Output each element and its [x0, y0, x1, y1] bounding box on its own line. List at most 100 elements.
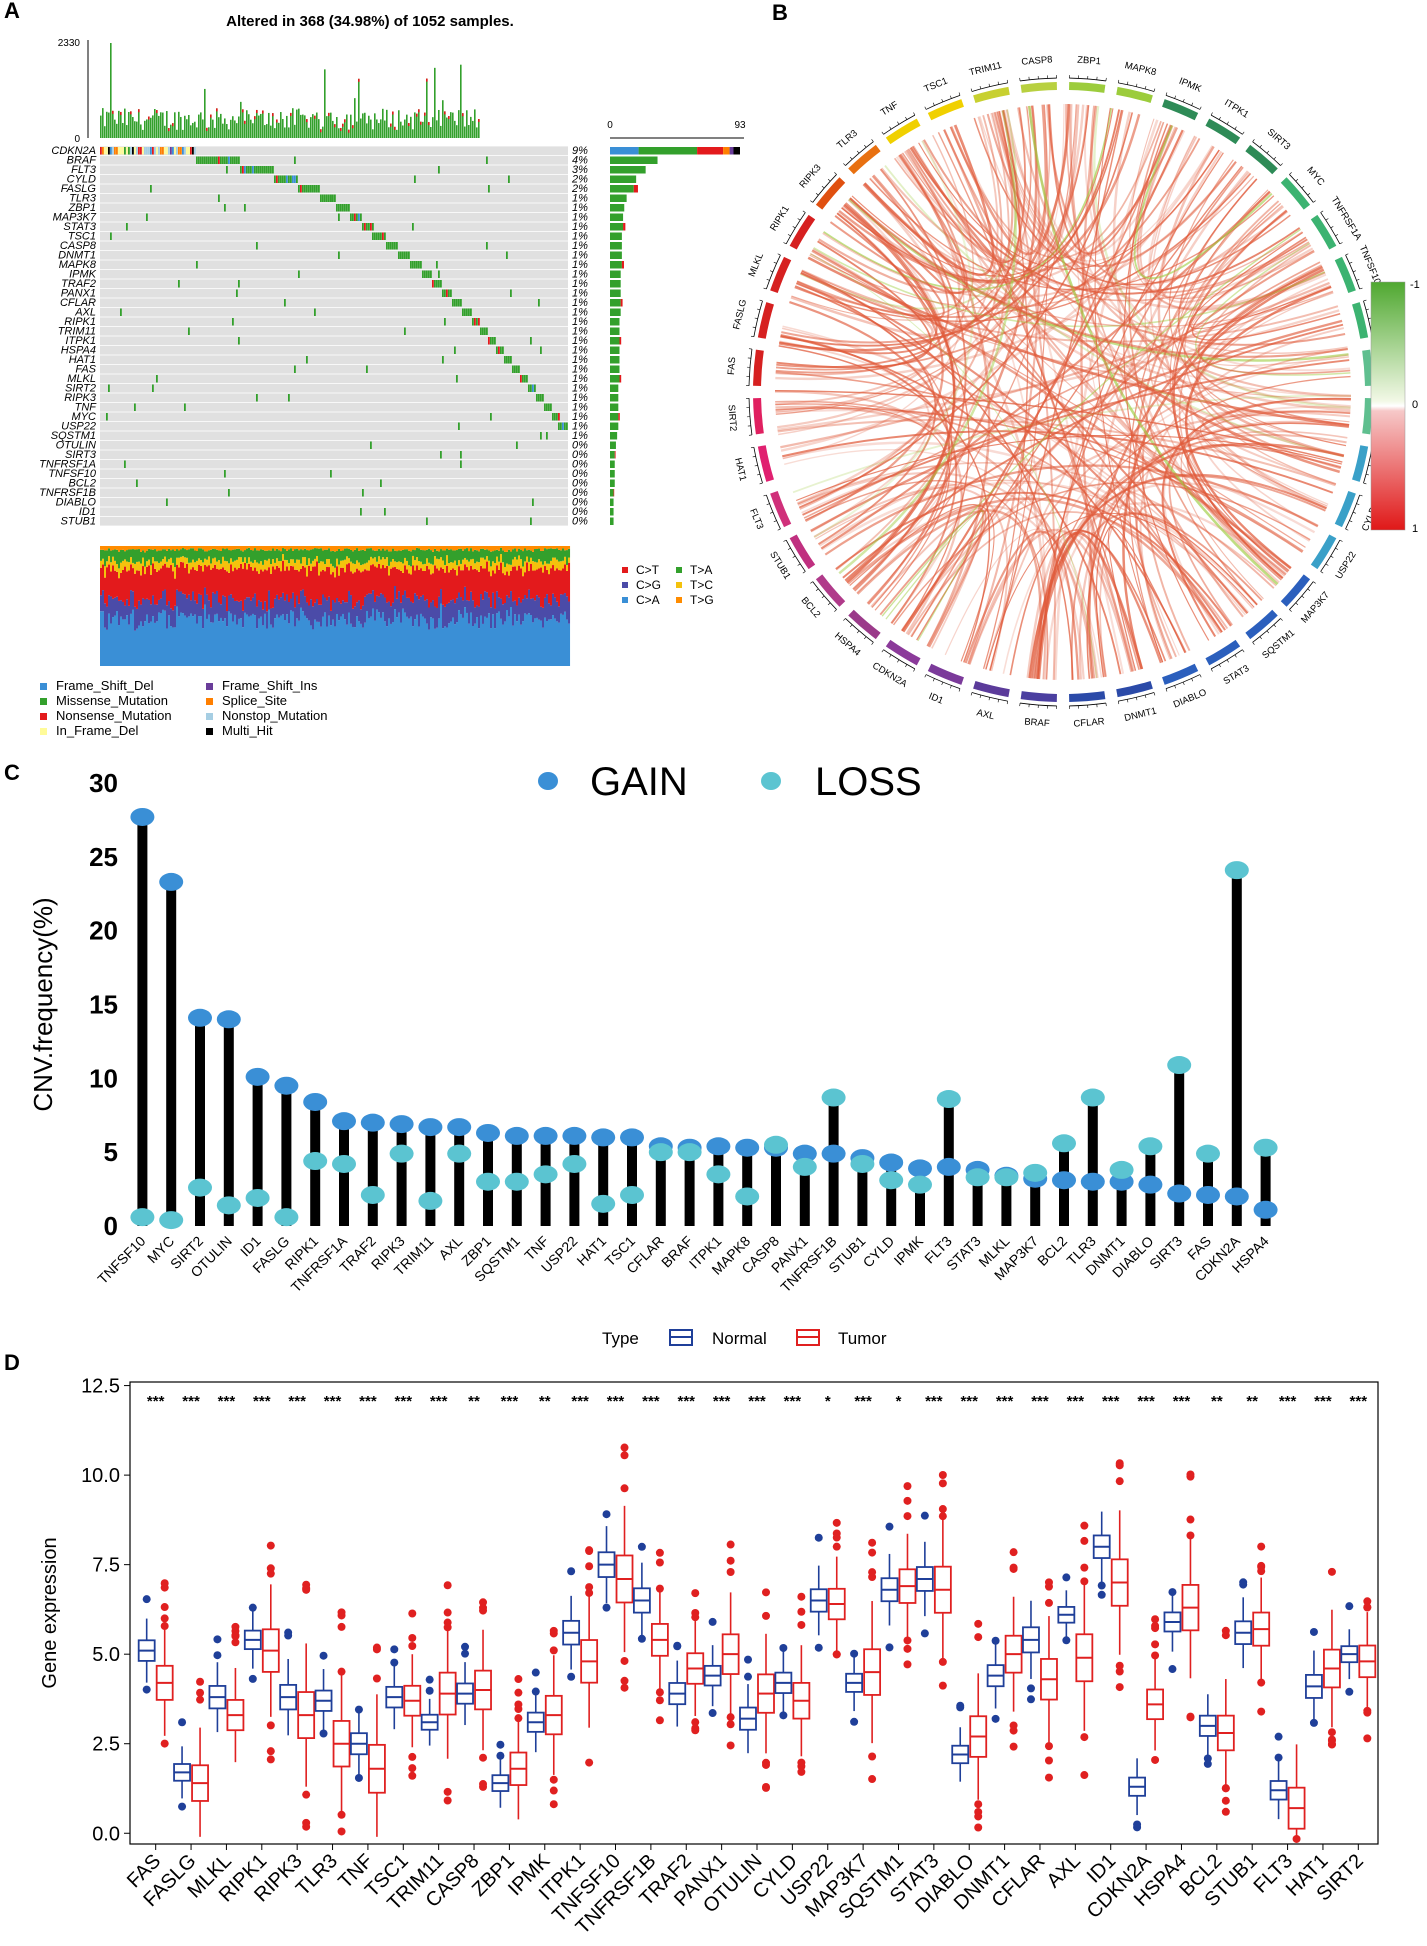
titv-bar-segment — [404, 590, 407, 613]
titv-bar-segment — [180, 546, 183, 550]
gene-label-tsc1: TSC1 — [68, 231, 96, 243]
titv-bar-segment — [118, 578, 121, 601]
tmb-bar — [468, 125, 470, 138]
titv-bar-segment — [212, 558, 215, 569]
titv-bar-segment — [124, 619, 127, 666]
mutation-cell — [388, 242, 390, 250]
titv-bar-segment — [298, 546, 301, 551]
normal-outlier — [602, 1603, 611, 1612]
titv-bar-segment — [462, 550, 465, 560]
chord-tick — [889, 654, 892, 658]
tmb-bar-top — [216, 108, 218, 112]
titv-bar-segment — [358, 562, 361, 571]
cnv-loss-point — [936, 1090, 961, 1109]
chord-tick — [864, 144, 867, 148]
mutation-cell — [384, 232, 386, 240]
titv-bar-segment — [270, 608, 273, 625]
titv-bar-segment — [320, 626, 323, 666]
mutation-cell — [282, 175, 284, 183]
normal-outlier — [461, 1642, 470, 1651]
titv-bar-segment — [564, 611, 567, 666]
titv-bar-segment — [232, 561, 235, 572]
variant-legend-label: Frame_Shift_Ins — [222, 678, 318, 693]
gene-label-flt3: FLT3 — [71, 164, 97, 176]
mutation-cell — [228, 156, 230, 164]
titv-bar-segment — [306, 618, 309, 666]
titv-bar-segment — [234, 549, 237, 561]
titv-bar-segment — [486, 592, 489, 618]
titv-bar-segment — [340, 546, 343, 552]
chord-tick — [897, 659, 900, 663]
mutation-cell — [238, 156, 240, 164]
titv-bar-segment — [568, 623, 571, 666]
mutation-cell — [510, 289, 512, 297]
titv-bar-segment — [458, 592, 461, 611]
titv-bar-segment — [310, 563, 313, 571]
chord-link — [838, 110, 1017, 575]
titv-bar-segment — [564, 593, 567, 612]
titv-bar-segment — [176, 606, 179, 666]
chord-tick — [1359, 494, 1363, 497]
titv-bar-segment — [482, 546, 485, 549]
tmb-bar — [386, 109, 388, 138]
titv-bar-segment — [294, 549, 297, 563]
titv-bar-segment — [226, 548, 229, 562]
chord-tick — [1345, 528, 1349, 531]
titv-bar-segment — [536, 562, 539, 570]
titv-bar-segment — [376, 567, 379, 596]
titv-bar-segment — [178, 557, 181, 568]
tmb-bar — [454, 120, 456, 138]
mutation-cell — [488, 185, 490, 193]
cnv-gain-point — [1196, 1185, 1220, 1204]
oncoplot-panel: Altered in 368 (34.98%) of 1052 samples.… — [39, 13, 746, 738]
titv-bar-segment — [142, 598, 145, 627]
tumor-outlier — [514, 1714, 523, 1723]
chord-link — [869, 177, 1351, 398]
titv-bar-segment — [252, 597, 255, 614]
chord-gene-label-flt3: FLT3 — [747, 507, 765, 531]
titv-bar-segment — [160, 613, 163, 666]
titv-bar-segment — [388, 565, 391, 576]
titv-bar-segment — [482, 568, 485, 600]
mutation-cell — [446, 289, 448, 297]
titv-bar-segment — [184, 567, 187, 595]
titv-bar-segment — [356, 602, 359, 617]
mutation-cell — [224, 204, 226, 212]
mutation-cell — [174, 147, 176, 155]
boxplot-frame — [129, 1381, 1379, 1845]
chord-segment — [1280, 574, 1311, 607]
titv-bar-segment — [426, 549, 429, 559]
chord-tick — [849, 156, 853, 160]
titv-bar-segment — [140, 551, 143, 564]
titv-bar-segment — [394, 609, 397, 666]
titv-bar-segment — [170, 565, 173, 609]
titv-bar-segment — [192, 548, 195, 560]
chord-tick — [843, 163, 846, 166]
titv-bar-segment — [102, 549, 105, 559]
tmb-bar — [302, 114, 304, 138]
mutation-cell — [462, 308, 464, 316]
titv-bar-segment — [414, 619, 417, 666]
tumor-outlier — [762, 1611, 770, 1620]
titv-bar-segment — [504, 546, 507, 552]
titv-bar-segment — [466, 548, 469, 560]
gene-percent: 0% — [572, 506, 588, 518]
chord-gene-label-sirt2: SIRT2 — [725, 404, 738, 432]
titv-bar-segment — [514, 614, 517, 666]
significance-mark: *** — [571, 1393, 589, 1410]
mutation-cell — [352, 213, 354, 221]
titv-bar-segment — [250, 561, 253, 567]
titv-bar-segment — [260, 569, 263, 602]
mutation-cell — [136, 479, 138, 487]
chord-link — [824, 464, 1319, 556]
titv-bar-segment — [302, 546, 305, 551]
mutation-cell — [332, 194, 334, 202]
significance-mark: *** — [182, 1393, 200, 1410]
titv-bar-segment — [470, 548, 473, 560]
chord-link — [805, 212, 944, 523]
tmb-bar — [388, 127, 390, 138]
normal-outlier — [178, 1802, 187, 1811]
titv-bar-segment — [434, 565, 437, 607]
mutation-cell — [442, 289, 444, 297]
tumor-outlier — [479, 1603, 488, 1612]
